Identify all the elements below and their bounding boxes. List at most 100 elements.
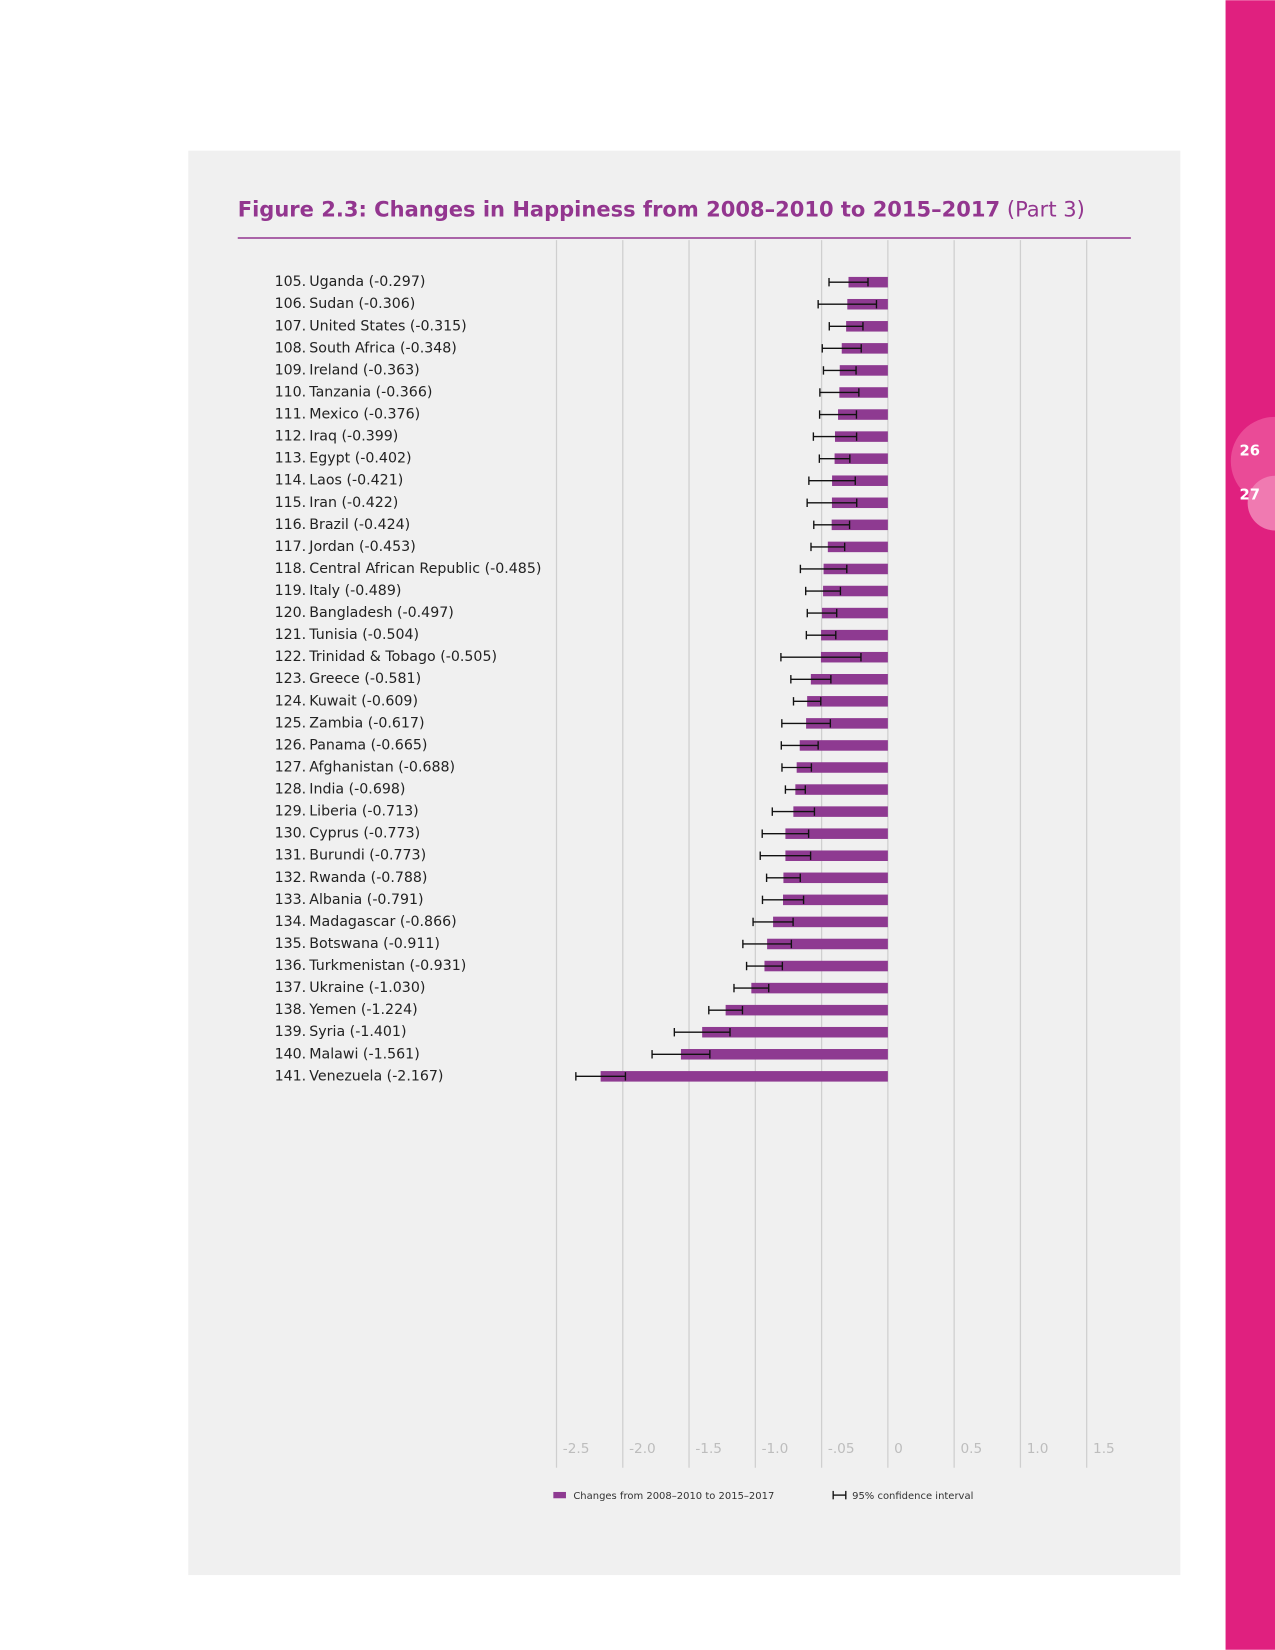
row-rank: 130.: [275, 826, 307, 842]
error-bar: [790, 675, 832, 684]
bar: [834, 453, 888, 464]
bar: [839, 365, 888, 376]
chart-title: Figure 2.3: Changes in Happiness from 20…: [238, 197, 1085, 222]
country-name: Liberia: [309, 804, 357, 820]
bar: [793, 806, 888, 817]
value-label: (-0.713): [362, 804, 419, 820]
bar: [785, 828, 888, 839]
row-rank: 121.: [275, 627, 307, 643]
row-rank: 111.: [275, 407, 307, 423]
country-name: Malawi: [309, 1046, 358, 1062]
country-name: Panama: [309, 737, 366, 753]
bar: [773, 916, 888, 928]
value-label: (-0.489): [345, 583, 402, 599]
error-bar: [765, 873, 801, 883]
bar: [807, 696, 888, 707]
error-bar: [828, 277, 869, 287]
value-label: (-0.297): [369, 274, 426, 290]
title-main: Figure 2.3: Changes in Happiness from 20…: [238, 197, 1000, 222]
country-name: Iraq: [309, 429, 337, 445]
row-rank: 110.: [275, 384, 307, 400]
row-rank: 106.: [275, 296, 307, 312]
bar: [783, 894, 888, 906]
country-name: Brazil: [309, 517, 349, 533]
row-label: Laos (-0.421): [309, 473, 403, 489]
error-bar: [651, 1050, 711, 1059]
country-name: Tanzania: [308, 384, 371, 400]
plot: -2.5 -2.0 -1.5 -1.0 -.05 0 0.5 1.0 1.5 105. Uganda…: [275, 240, 1115, 1468]
error-bar: [818, 454, 851, 463]
error-bar: [752, 917, 794, 927]
row-rank: 137.: [275, 980, 307, 996]
row-label: Trinidad & Tobago (-0.505): [308, 649, 497, 665]
error-bar: [733, 983, 770, 993]
error-bar: [784, 785, 806, 794]
country-name: Uganda: [309, 274, 364, 290]
page-number: 26: [1240, 443, 1260, 460]
bar: [600, 1071, 888, 1082]
error-bar: [828, 322, 864, 331]
row-rank: 135.: [275, 936, 307, 952]
bar: [831, 497, 888, 509]
value-label: (-0.791): [367, 892, 424, 908]
country-name: Kuwait: [309, 693, 357, 709]
error-bar: [810, 542, 846, 552]
error-bar: [808, 476, 856, 485]
bar: [751, 982, 888, 994]
value-label: (-0.315): [410, 318, 467, 334]
country-name: Central African Republic: [309, 561, 480, 577]
bar: [767, 938, 888, 950]
row-label: Uganda (-0.297): [309, 274, 425, 290]
row-rank: 116.: [275, 517, 307, 533]
error-bar: [673, 1028, 731, 1037]
error-bar: [745, 961, 784, 971]
value-label: (-0.402): [355, 451, 412, 467]
value-label: (-1.030): [369, 980, 426, 996]
value-label: (-0.617): [368, 715, 425, 731]
error-bar: [817, 300, 878, 309]
value-label: (-0.366): [376, 384, 433, 400]
row-rank: 131.: [275, 848, 307, 864]
bar: [702, 1026, 888, 1038]
row-label: Sudan (-0.306): [309, 296, 415, 312]
page-number: 27: [1240, 487, 1260, 504]
bar: [799, 740, 888, 751]
row-rank: 138.: [275, 1002, 307, 1018]
country-name: Botswana: [309, 936, 378, 952]
country-name: Greece: [309, 671, 360, 687]
value-label: (-0.424): [353, 517, 410, 533]
error-bar: [742, 939, 793, 949]
bar: [823, 585, 888, 597]
row-label: Liberia (-0.713): [309, 804, 418, 820]
row-label: Botswana (-0.911): [309, 936, 440, 952]
value-label: (-0.453): [359, 539, 416, 555]
value-label: (-0.421): [346, 473, 403, 489]
row-rank: 140.: [275, 1046, 307, 1062]
row-label: Syria (-1.401): [309, 1024, 406, 1040]
error-bar: [761, 895, 805, 905]
value-label: (-0.609): [361, 693, 418, 709]
country-name: Cyprus: [309, 826, 359, 842]
row-label: Kuwait (-0.609): [309, 693, 418, 709]
country-name: Madagascar: [309, 914, 395, 930]
error-bar: [805, 630, 837, 640]
value-label: (-0.931): [409, 958, 466, 974]
row-rank: 134.: [275, 914, 307, 930]
country-name: Ukraine: [309, 980, 364, 996]
value-label: (-0.485): [485, 561, 542, 577]
row-label: Greece (-0.581): [309, 671, 421, 687]
error-bar: [792, 697, 822, 706]
row-label: Egypt (-0.402): [309, 451, 411, 467]
country-name: Trinidad & Tobago: [308, 649, 435, 665]
value-label: (-0.497): [397, 605, 454, 621]
row-rank: 125.: [275, 715, 307, 731]
row-label: Mexico (-0.376): [309, 407, 420, 423]
country-name: Sudan: [309, 296, 354, 312]
value-label: (-0.505): [440, 649, 497, 665]
bar: [783, 872, 888, 884]
row-label: Tunisia (-0.504): [308, 627, 419, 643]
country-name: Afghanistan: [309, 759, 393, 775]
row-label: United States (-0.315): [309, 318, 466, 334]
panel: [188, 150, 1181, 1576]
